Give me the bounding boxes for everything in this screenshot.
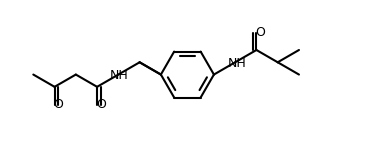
Text: NH: NH <box>110 69 129 82</box>
Text: NH: NH <box>228 57 246 70</box>
Text: O: O <box>54 98 63 111</box>
Text: O: O <box>255 26 265 39</box>
Text: O: O <box>96 98 106 111</box>
